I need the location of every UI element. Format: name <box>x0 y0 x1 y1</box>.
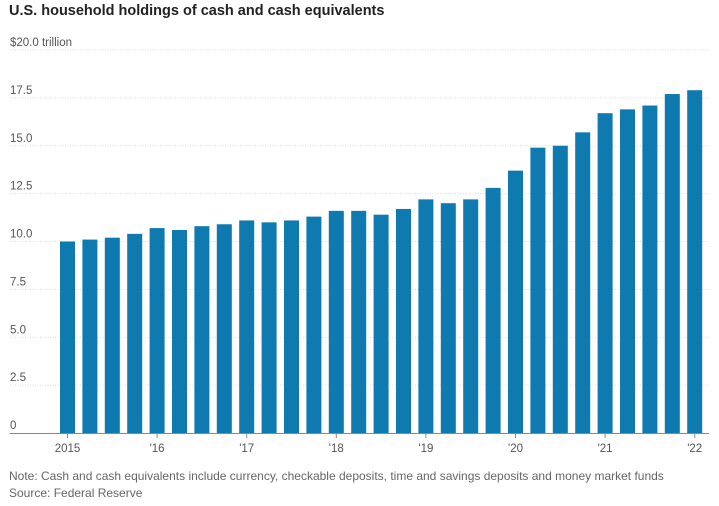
x-tick-label: '21 <box>598 443 613 455</box>
bar <box>194 226 210 433</box>
bar <box>396 208 411 433</box>
y-tick-label: 7.5 <box>10 276 26 288</box>
bars <box>60 90 703 434</box>
bar <box>60 241 75 433</box>
y-tick-label: 2.5 <box>10 372 26 384</box>
gridlines <box>10 49 709 386</box>
bar <box>239 220 255 433</box>
y-tick-label: $20.0 trillion <box>10 37 72 49</box>
bar <box>575 132 591 433</box>
bar <box>284 220 299 433</box>
chart-title: U.S. household holdings of cash and cash… <box>9 3 385 19</box>
y-tick-label: 17.5 <box>10 85 32 97</box>
bar <box>552 145 568 433</box>
bar <box>82 239 98 433</box>
x-tick-label: '22 <box>687 443 702 455</box>
x-axis-ticks: 2015 '16 '17 '18 '19 '20 '21 '22 <box>55 433 702 455</box>
x-tick-label: '18 <box>329 443 344 455</box>
bar <box>418 199 434 433</box>
bar <box>664 94 680 434</box>
bar <box>261 222 277 433</box>
bar <box>687 90 703 433</box>
y-tick-label: 10.0 <box>10 229 32 241</box>
bar <box>149 228 165 433</box>
source-text: Source: Federal Reserve <box>9 486 143 500</box>
bar <box>440 203 456 433</box>
x-tick-label: '19 <box>418 443 433 455</box>
note-text: Note: Cash and cash equivalents include … <box>9 469 664 483</box>
x-tick-label: '17 <box>239 443 254 455</box>
bar <box>351 210 367 433</box>
bar <box>463 199 479 433</box>
bar <box>530 147 546 434</box>
y-tick-label: 15.0 <box>10 133 32 145</box>
bar <box>306 216 322 433</box>
bar <box>172 230 187 433</box>
x-tick-label: '20 <box>508 443 523 455</box>
bar <box>642 105 658 433</box>
x-tick-label: 2015 <box>55 443 81 455</box>
bar <box>373 214 389 433</box>
x-tick-label: '16 <box>150 443 165 455</box>
bar <box>485 187 501 433</box>
y-axis-labels: 0 2.5 5.0 7.5 10.0 12.5 15.0 17.5 $20.0 trillion <box>10 37 72 432</box>
bar <box>104 237 120 433</box>
y-tick-label: 5.0 <box>10 324 26 336</box>
footnote: Note: Cash and cash equivalents include … <box>9 468 664 502</box>
bar <box>597 113 613 433</box>
bar <box>508 170 523 433</box>
bar <box>328 210 344 433</box>
y-tick-label: 0 <box>10 420 16 432</box>
bar <box>216 224 232 433</box>
bar <box>127 233 143 433</box>
y-tick-label: 12.5 <box>10 181 32 193</box>
bar <box>620 109 635 434</box>
